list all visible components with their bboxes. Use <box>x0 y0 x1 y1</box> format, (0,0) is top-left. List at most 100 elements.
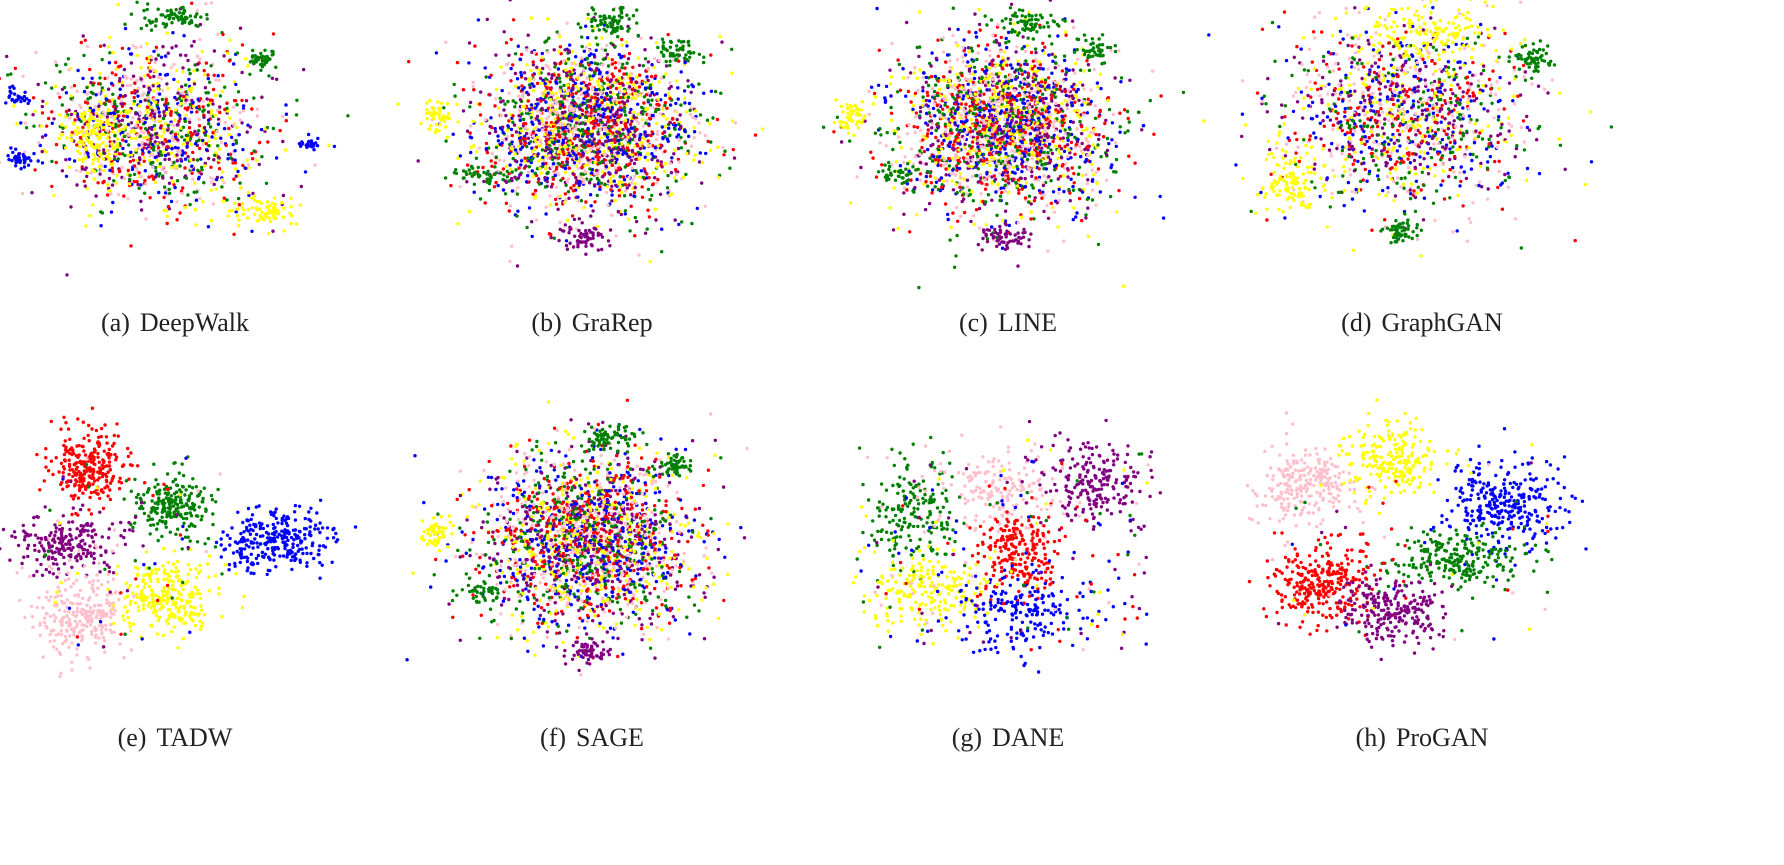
scatter-point <box>683 101 687 105</box>
scatter-point <box>610 184 614 188</box>
scatter-point <box>245 130 249 134</box>
scatter-point <box>610 30 615 34</box>
scatter-point <box>624 40 628 44</box>
scatter-point <box>103 164 107 169</box>
scatter-point <box>570 77 574 81</box>
scatter-point <box>953 83 957 87</box>
scatter-point <box>598 103 602 107</box>
scatter-point <box>927 76 931 80</box>
scatter-point <box>698 131 702 135</box>
scatter-point <box>509 127 514 132</box>
scatter-point <box>58 113 62 117</box>
scatter-point <box>151 117 155 122</box>
scatter-point <box>526 136 531 140</box>
scatter-point <box>650 98 654 102</box>
scatter-point <box>112 179 116 183</box>
scatter-point <box>148 69 152 74</box>
scatter-point <box>135 180 139 184</box>
scatter-point <box>136 133 140 137</box>
scatter-point <box>632 115 636 119</box>
scatter-point <box>178 164 182 168</box>
scatter-point <box>232 80 237 84</box>
scatter-point <box>483 201 487 205</box>
scatter-point <box>184 113 188 117</box>
scatter-point <box>645 118 649 122</box>
scatter-point <box>496 134 500 138</box>
scatter-point <box>88 114 93 118</box>
scatter-point <box>137 186 141 190</box>
scatter-point <box>588 167 592 171</box>
scatter-point <box>631 65 635 69</box>
scatter-point <box>1074 90 1079 94</box>
scatter-point <box>217 147 222 151</box>
scatter-point <box>204 2 208 6</box>
scatter-point <box>155 135 159 139</box>
scatter-point <box>40 161 45 165</box>
scatter-point <box>313 163 317 167</box>
scatter-point <box>206 76 210 81</box>
scatter-point <box>656 144 660 148</box>
scatter-point <box>208 176 213 180</box>
scatter-point <box>77 158 82 162</box>
scatter-point <box>484 117 488 122</box>
scatter-point <box>209 180 214 184</box>
scatter-point <box>514 101 518 105</box>
scatter-point <box>550 165 554 169</box>
scatter-point <box>1032 217 1036 221</box>
scatter-point <box>165 82 169 86</box>
scatter-point <box>578 157 583 162</box>
scatter-point <box>1096 242 1101 247</box>
scatter-point <box>101 110 105 114</box>
scatter-point <box>163 157 167 162</box>
scatter-point <box>505 169 509 174</box>
scatter-point <box>158 171 162 176</box>
scatter-point <box>515 192 520 196</box>
scatter-point <box>145 105 150 110</box>
scatter-point <box>94 93 98 97</box>
scatter-point <box>527 165 531 169</box>
scatter-point <box>995 213 999 217</box>
scatter-point <box>265 205 269 209</box>
scatter-point <box>698 151 702 155</box>
scatter-point <box>467 209 472 214</box>
scatter-point <box>483 66 487 70</box>
scatter-point <box>198 57 202 61</box>
scatter-point <box>572 161 577 165</box>
scatter-point <box>994 168 998 172</box>
scatter-point <box>517 114 521 118</box>
scatter-point <box>260 95 264 99</box>
scatter-point <box>83 167 87 172</box>
scatter-point <box>152 97 156 101</box>
scatter-point <box>583 169 587 173</box>
scatter-point <box>543 149 548 153</box>
scatter-point <box>604 143 608 147</box>
scatter-point <box>152 89 156 93</box>
scatter-point <box>121 130 125 134</box>
scatter-point <box>12 86 16 91</box>
scatter-point <box>135 78 139 83</box>
scatter-point <box>14 147 18 151</box>
scatter-point <box>164 122 168 126</box>
scatter-point <box>689 144 694 148</box>
scatter-point <box>116 157 120 161</box>
scatter-point <box>195 158 200 162</box>
scatter-point <box>81 133 86 137</box>
scatter-point <box>81 140 85 144</box>
scatter-point <box>312 148 316 152</box>
scatter-point <box>589 204 593 208</box>
scatter-point <box>558 194 562 199</box>
scatter-point <box>78 135 83 140</box>
scatter-point <box>434 51 439 55</box>
scatter-point <box>502 71 506 75</box>
scatter-point <box>598 75 602 79</box>
scatter-point <box>711 116 715 120</box>
scatter-point <box>951 106 955 110</box>
scatter-point <box>544 77 548 81</box>
scatter-point <box>147 150 151 154</box>
scatter-point <box>156 75 161 80</box>
scatter-point <box>536 102 540 106</box>
scatter-point <box>730 71 734 75</box>
scatter-point <box>692 51 696 55</box>
scatter-point <box>588 82 592 86</box>
scatter-point <box>148 75 152 80</box>
